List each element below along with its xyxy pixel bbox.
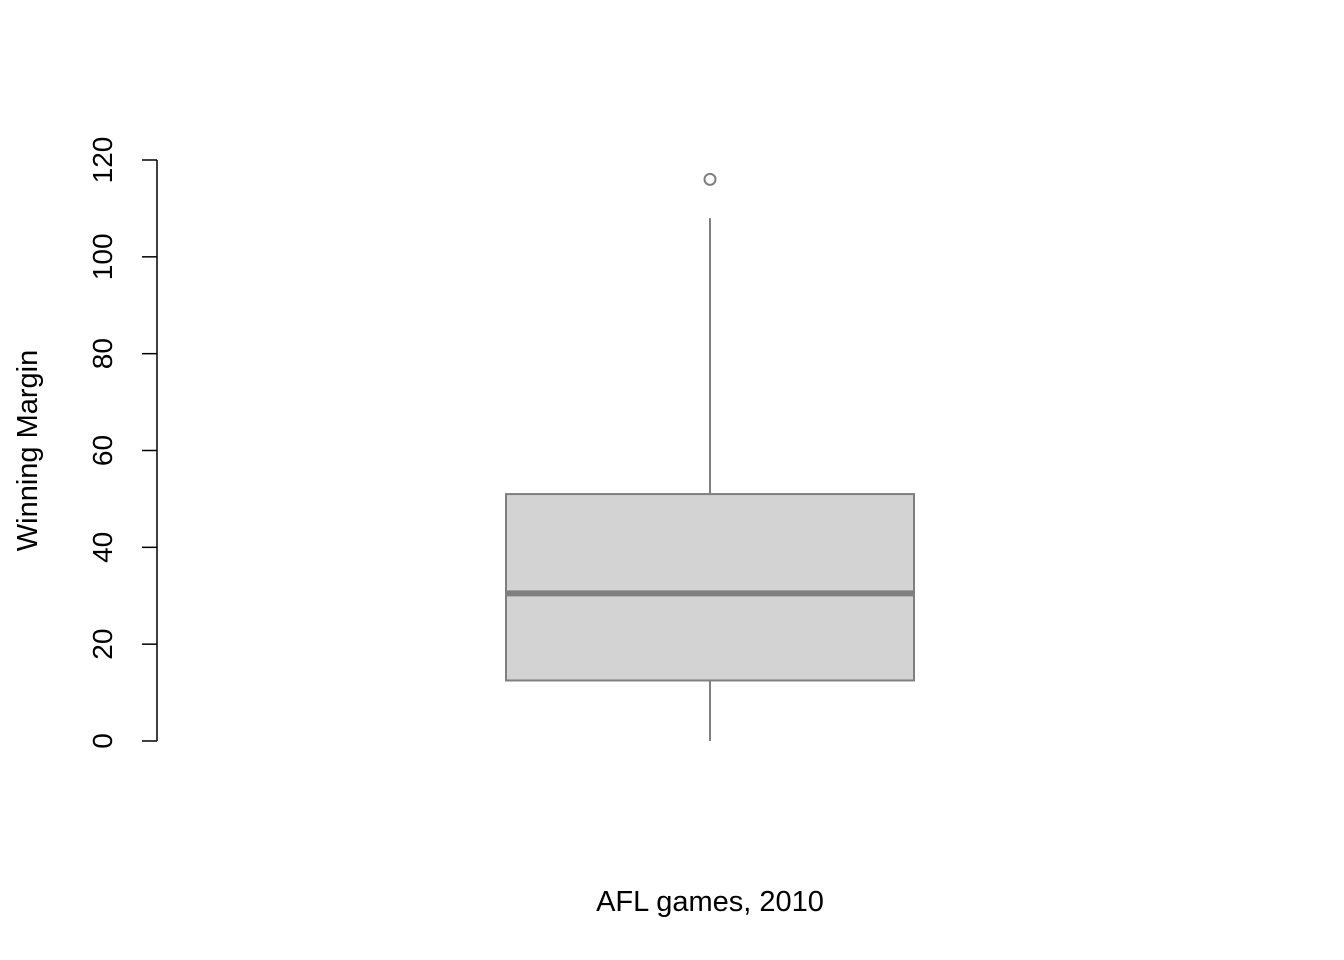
y-axis: 0 20 40 60 80 100 120	[87, 137, 158, 749]
y-tick-label: 120	[87, 137, 118, 184]
y-tick-label: 0	[87, 733, 118, 749]
x-axis-title: AFL games, 2010	[596, 886, 824, 918]
outlier-point	[703, 172, 717, 186]
y-tick-label: 20	[87, 629, 118, 660]
iqr-box	[505, 493, 915, 682]
y-tick-label: 40	[87, 532, 118, 563]
y-ticks: 0 20 40 60 80 100 120	[87, 137, 157, 749]
y-tick-label: 80	[87, 338, 118, 369]
plot-area	[505, 172, 915, 741]
y-tick-label: 100	[87, 233, 118, 280]
y-tick-label: 60	[87, 435, 118, 466]
y-axis-title: Winning Margin	[12, 350, 44, 551]
